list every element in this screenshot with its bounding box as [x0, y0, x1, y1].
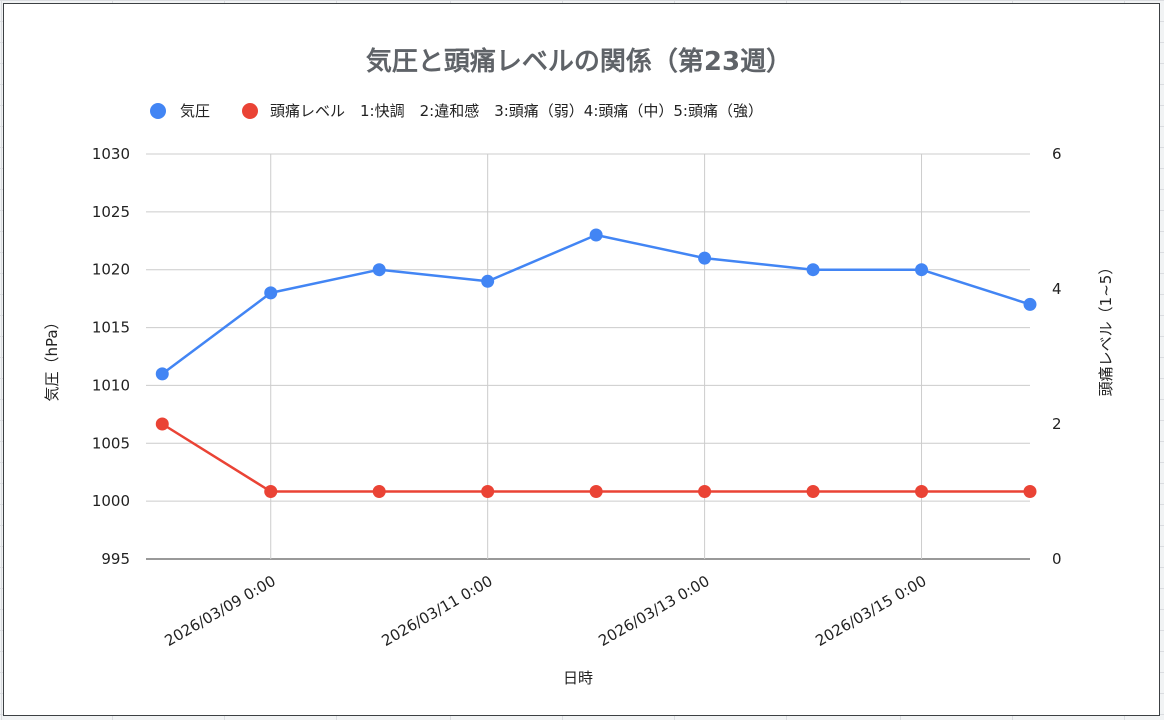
x-tick-label: 2026/03/11 0:00	[378, 572, 495, 650]
data-point-series-0	[806, 263, 820, 277]
y-axis-left-title: 気圧（hPa）	[43, 314, 61, 401]
y-tick-label: 1010	[92, 376, 130, 394]
data-point-series-1	[915, 485, 929, 498]
x-tick-label: 2026/03/13 0:00	[595, 572, 712, 650]
y-tick-label: 1000	[92, 492, 130, 510]
chart-title: 気圧と頭痛レベルの関係（第23週）	[366, 46, 792, 77]
y2-tick-label: 6	[1052, 145, 1062, 163]
data-point-series-1	[481, 485, 495, 498]
data-point-series-0	[1023, 297, 1037, 311]
data-point-series-0	[915, 263, 929, 277]
data-point-series-0	[372, 263, 386, 277]
legend[interactable]: 気圧 頭痛レベル 1:快調 2:違和感 3:頭痛（弱）4:頭痛（中）5:頭痛（強…	[150, 102, 763, 120]
data-point-series-0	[481, 274, 495, 288]
x-axis-title: 日時	[563, 669, 593, 687]
data-point-series-1	[372, 485, 386, 498]
y-axis-right-title: 頭痛レベル（1~5）	[1097, 260, 1115, 397]
data-point-series-1	[264, 485, 278, 498]
grid-lines	[146, 153, 1030, 560]
series-line-0	[161, 233, 1031, 375]
y-tick-label: 1015	[92, 319, 130, 337]
y2-tick-label: 2	[1052, 415, 1062, 433]
y-axis-left-ticks: 995 1000 1005 1010 1015 1020 1025 1030	[92, 145, 130, 568]
y-tick-label: 1020	[92, 261, 130, 279]
data-point-series-0	[589, 228, 603, 242]
legend-marker-pressure	[150, 103, 166, 119]
data-point-series-1	[1023, 485, 1037, 498]
x-tick-label: 2026/03/15 0:00	[812, 572, 929, 650]
x-tick-label: 2026/03/09 0:00	[162, 572, 279, 650]
data-point-series-0	[155, 367, 169, 381]
y-tick-label: 1005	[92, 434, 130, 452]
legend-marker-headache	[242, 103, 258, 119]
y-axis-right-ticks: 0 2 4 6	[1052, 145, 1062, 568]
y-tick-label: 1025	[92, 203, 130, 221]
data-point-series-1	[155, 417, 169, 431]
series-line-1	[161, 422, 1030, 493]
data-point-series-1	[589, 485, 603, 498]
legend-label-pressure: 気圧	[180, 102, 210, 120]
chart-svg: 995 1000 1005 1010 1015 1020 1025 1030 0 2 4 6 202…	[43, 46, 1115, 687]
data-point-series-0	[264, 286, 278, 300]
y-tick-label: 1030	[92, 145, 130, 163]
data-point-series-1	[698, 485, 712, 498]
y2-tick-label: 4	[1052, 280, 1062, 298]
y-tick-label: 995	[101, 550, 130, 568]
y2-tick-label: 0	[1052, 550, 1062, 568]
legend-label-headache: 頭痛レベル 1:快調 2:違和感 3:頭痛（弱）4:頭痛（中）5:頭痛（強）	[270, 102, 763, 120]
x-axis-ticks: 2026/03/09 0:00 2026/03/11 0:00 2026/03/13…	[162, 572, 930, 650]
data-point-series-0	[698, 251, 712, 265]
data-point-series-1	[806, 485, 820, 498]
series-layer	[155, 228, 1037, 498]
chart-container[interactable]: 995 1000 1005 1010 1015 1020 1025 1030 0 2 4 6 202…	[3, 3, 1160, 716]
